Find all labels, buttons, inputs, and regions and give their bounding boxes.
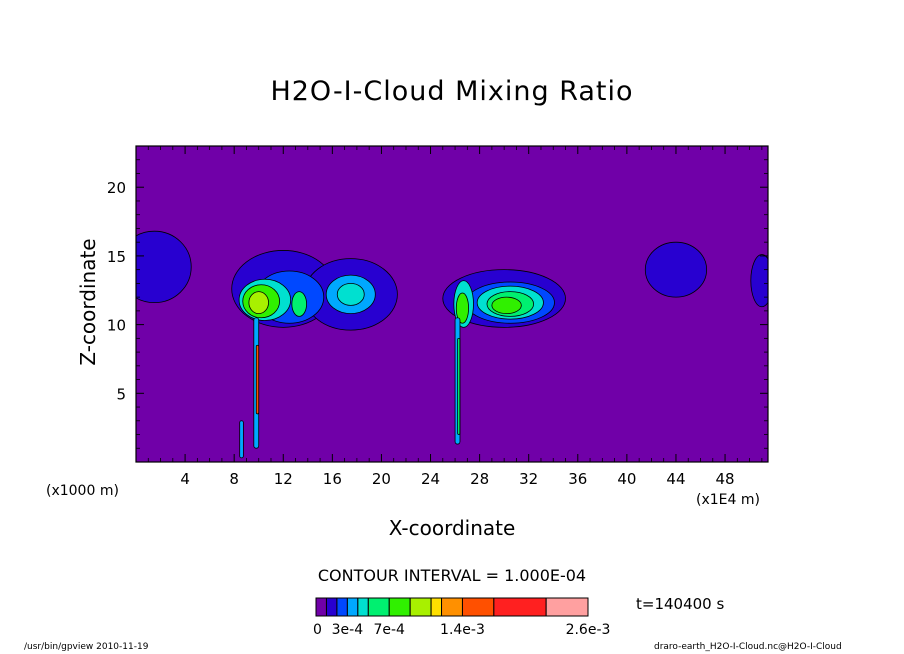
x-tick-label: 20 (372, 470, 391, 488)
colorbar-swatch-4 (357, 597, 369, 617)
x-tick-label: 44 (666, 470, 685, 488)
y-tick-label: 5 (116, 385, 126, 403)
x-tick-label: 24 (421, 470, 440, 488)
footer-right: draro-earth_H2O-I-Cloud.nc@H2O-I-Cloud (654, 642, 842, 652)
time-label: t=140400 s (636, 595, 725, 613)
chart-title: H2O-I-Cloud Mixing Ratio (270, 76, 634, 107)
contour-column-1 (255, 344, 260, 415)
x-tick-label: 28 (470, 470, 489, 488)
y-tick-label: 10 (107, 317, 126, 335)
colorbar-swatch-5 (367, 597, 390, 617)
colorbar-label: 0 (313, 622, 322, 638)
y-axis-unit: (x1000 m) (46, 483, 119, 499)
colorbar-label: 7e-4 (373, 622, 405, 638)
colorbar-swatch-6 (388, 597, 411, 617)
contour-feature-10 (248, 291, 269, 315)
colorbar-swatch-12 (545, 597, 589, 617)
x-axis-label: X-coordinate (388, 516, 516, 540)
contour-feature-1 (644, 241, 708, 298)
colorbar-label: 3e-4 (332, 622, 364, 638)
contour-feature-18 (455, 292, 469, 324)
x-tick-label: 48 (716, 470, 735, 488)
colorbar-swatch-8 (430, 597, 443, 617)
x-tick-label: 8 (229, 470, 239, 488)
x-axis-unit: (x1E4 m) (696, 492, 760, 508)
contour-interval: CONTOUR INTERVAL = 1.000E-04 (317, 566, 587, 585)
x-axis-ticks: 4 8 12 16 20 24 28 32 36 40 44 48 (147, 146, 763, 488)
contour-column-4 (457, 337, 461, 435)
colorbar-label: 1.4e-3 (440, 622, 485, 638)
contour-fields (136, 230, 768, 459)
footer-left: /usr/bin/gpview 2010-11-19 (24, 642, 149, 652)
colorbar-swatch-1 (325, 597, 338, 617)
colorbar-swatch-3 (346, 597, 359, 617)
colorbar-swatch-0 (315, 597, 327, 617)
y-tick-label: 20 (107, 179, 126, 197)
colorbar: 0 3e-4 7e-4 1.4e-3 2.6e-3 (313, 597, 611, 638)
x-tick-label: 36 (568, 470, 587, 488)
contour-feature-2 (750, 254, 768, 308)
contour-feature-16 (491, 296, 522, 315)
y-axis-ticks: 5 10 15 20 (107, 159, 768, 449)
colorbar-swatch-9 (441, 597, 463, 617)
contour-feature-0 (136, 230, 192, 304)
plot-frame (135, 145, 769, 463)
colorbar-swatch-7 (409, 597, 432, 617)
contour-column-2 (239, 420, 244, 459)
y-axis-label: Z-coordinate (76, 238, 100, 366)
contour-feature-11 (291, 291, 307, 317)
x-tick-label: 4 (180, 470, 190, 488)
colorbar-label: 2.6e-3 (566, 622, 611, 638)
contour-feature-7 (336, 282, 365, 306)
x-tick-label: 40 (617, 470, 636, 488)
x-tick-label: 16 (323, 470, 342, 488)
colorbar-swatch-11 (493, 597, 547, 617)
colorbar-swatch-2 (336, 597, 348, 617)
x-tick-label: 12 (274, 470, 293, 488)
x-tick-label: 32 (519, 470, 538, 488)
colorbar-swatch-10 (461, 597, 495, 617)
y-tick-label: 15 (107, 248, 126, 266)
